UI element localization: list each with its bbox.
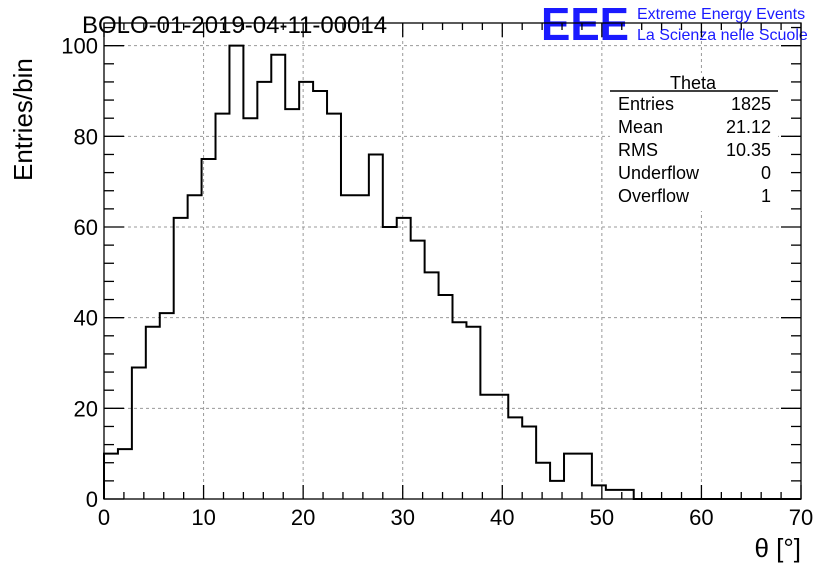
histogram-bin (606, 490, 620, 499)
chart-title: BOLO-01-2019-04-11-00014 (82, 12, 387, 39)
stats-row-value: 1 (761, 186, 771, 206)
histogram-bin (355, 195, 369, 499)
histogram-bin (327, 114, 341, 499)
histogram-bin (271, 55, 285, 499)
histogram-bin (104, 454, 118, 499)
stats-row-value: 0 (761, 163, 771, 183)
histogram-bin (508, 417, 522, 499)
histogram-bin (397, 218, 411, 499)
histogram-bin (425, 272, 439, 499)
histogram-bin (285, 109, 299, 499)
histogram-bin (188, 195, 202, 499)
x-tick-label: 70 (789, 505, 813, 530)
stats-row-label: Mean (618, 117, 663, 137)
eee-logo-line2: La Scienza nelle Scuole (637, 27, 808, 44)
x-tick-label: 0 (98, 505, 110, 530)
stats-row-label: RMS (618, 140, 658, 160)
stats-box: Theta Entries 1825 Mean 21.12 RMS 10.35 Underf… (610, 73, 778, 211)
y-tick-label: 80 (74, 124, 98, 149)
x-axis-label: θ [°] (754, 533, 801, 563)
x-tick-label: 30 (390, 505, 414, 530)
histogram-bin (299, 82, 313, 499)
plot-frame (103, 22, 802, 500)
y-axis-label: Entries/bin (8, 58, 38, 181)
histogram-bin (494, 395, 508, 499)
histogram-bin (146, 327, 160, 499)
histogram-bin (439, 295, 453, 499)
stats-row-label: Entries (618, 94, 674, 114)
histogram-bin (174, 218, 188, 499)
histogram-bin (202, 159, 216, 499)
stats-row-label: Underflow (618, 163, 700, 183)
y-tick-label: 0 (86, 487, 98, 512)
y-tick-label: 60 (74, 215, 98, 240)
histogram (103, 44, 801, 500)
stats-box-bg (610, 73, 778, 211)
stats-row-value: 21.12 (726, 117, 771, 137)
histogram-bin (243, 118, 257, 499)
x-tick-label: 60 (689, 505, 713, 530)
histogram-bin (383, 227, 397, 499)
x-tick-label: 50 (590, 505, 614, 530)
histogram-bin (229, 46, 243, 499)
histogram-bin (257, 82, 271, 499)
histogram-bin (411, 241, 425, 499)
x-tick-label: 10 (191, 505, 215, 530)
histogram-bin (522, 426, 536, 499)
y-tick-label: 100 (61, 34, 98, 59)
histogram-bin (132, 368, 146, 499)
eee-logo-line1: Extreme Energy Events (637, 6, 805, 23)
y-tick-label: 40 (74, 306, 98, 331)
histogram-line (103, 44, 801, 500)
eee-logo-mark: EEE (541, 0, 629, 50)
histogram-bin (578, 454, 592, 499)
stats-row-value: 1825 (731, 94, 771, 114)
histogram-bin (453, 322, 467, 499)
histogram-bin (118, 449, 132, 499)
stats-name: Theta (670, 73, 717, 93)
histogram-bin (564, 454, 578, 499)
stats-row-value: 10.35 (726, 140, 771, 160)
histogram-bin (160, 313, 174, 499)
stats-rows: Entries 1825 Mean 21.12 RMS 10.35 Underflow 0 Ov… (618, 94, 771, 206)
histogram-bin (592, 485, 606, 499)
x-tick-label: 20 (291, 505, 315, 530)
histogram-bin (341, 195, 355, 499)
histogram-bin (216, 114, 230, 499)
histogram-bin (313, 91, 327, 499)
histogram-bin (466, 327, 480, 499)
x-tick-label: 40 (490, 505, 514, 530)
histogram-bin (480, 395, 494, 499)
histogram-bin (369, 154, 383, 499)
histogram-bin (536, 463, 550, 499)
y-tick-label: 20 (74, 396, 98, 421)
ticks (103, 23, 802, 500)
eee-logo: EEE Extreme Energy Events La Scienza nel… (541, 0, 808, 50)
stats-row-label: Overflow (618, 186, 690, 206)
